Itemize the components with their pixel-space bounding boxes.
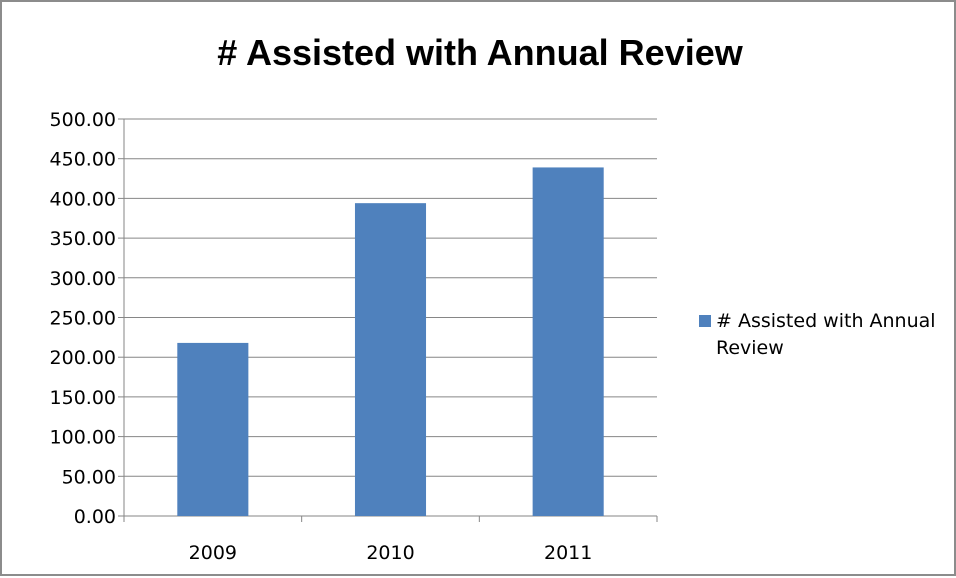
y-tick-label: 400.00 [50, 188, 116, 210]
y-tick-label: 300.00 [50, 268, 116, 290]
y-tick-label: 500.00 [50, 109, 116, 131]
bar-2011 [532, 167, 604, 516]
y-tick-label: 0.00 [74, 506, 116, 528]
y-tick-label: 250.00 [50, 308, 116, 330]
bar-2009 [177, 342, 249, 516]
legend: # Assisted with Annual Review [699, 308, 949, 362]
y-tick-label: 100.00 [50, 427, 116, 449]
y-tick-label: 350.00 [50, 228, 116, 250]
legend-swatch [699, 315, 711, 327]
x-tick-label: 2010 [366, 542, 414, 564]
y-tick-label: 200.00 [50, 347, 116, 369]
bar-2010 [354, 203, 427, 516]
x-tick-label: 2009 [189, 542, 237, 564]
x-tick-label: 2011 [544, 542, 592, 564]
chart-title: # Assisted with Annual Review [217, 32, 743, 73]
legend-label: # Assisted with Annual Review [716, 310, 936, 359]
y-tick-label: 150.00 [50, 387, 116, 409]
y-tick-label: 50.00 [62, 466, 116, 488]
y-tick-label: 450.00 [50, 149, 116, 171]
